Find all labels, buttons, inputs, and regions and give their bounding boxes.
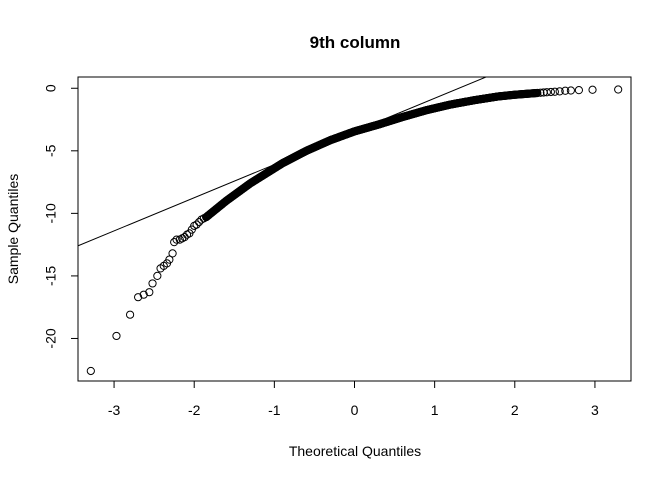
y-tick-label: -15	[43, 266, 59, 286]
data-point	[134, 293, 143, 302]
x-tick-label: 1	[431, 402, 439, 418]
data-point	[112, 331, 121, 341]
x-axis-title: Theoretical Quantiles	[289, 443, 421, 459]
data-point	[561, 86, 570, 95]
data-point	[550, 87, 559, 96]
y-axis: -20 -15 -10 -5 0	[43, 84, 78, 349]
data-point	[542, 88, 551, 97]
y-tick-label: 0	[43, 84, 59, 92]
data-point	[614, 85, 623, 94]
data-point	[533, 88, 542, 98]
y-tick-label: -10	[43, 203, 59, 223]
data-point	[574, 86, 584, 95]
x-tick-label: 0	[351, 402, 359, 418]
data-points	[86, 85, 623, 376]
x-tick-label: -2	[188, 402, 201, 418]
data-point	[170, 238, 179, 247]
data-point	[555, 87, 564, 96]
data-point	[168, 249, 177, 258]
data-point	[172, 235, 181, 244]
data-point	[566, 86, 575, 95]
data-point	[588, 85, 597, 94]
data-point	[148, 279, 157, 288]
y-tick-label: -20	[43, 328, 59, 348]
x-tick-label: 3	[591, 402, 599, 418]
plot-frame	[77, 76, 632, 382]
data-point	[192, 220, 201, 229]
chart-title: 9th column	[310, 33, 401, 52]
data-point	[145, 288, 154, 297]
x-tick-label: -1	[268, 402, 281, 418]
data-point	[153, 271, 162, 281]
data-point	[125, 310, 135, 319]
data-point	[165, 255, 174, 264]
x-tick-label: 2	[511, 402, 519, 418]
y-tick-label: -5	[43, 144, 59, 157]
data-point	[139, 290, 148, 299]
y-axis-title: Sample Quantiles	[5, 174, 21, 285]
x-axis: -3 -2 -1 0 1 2 3	[108, 381, 599, 418]
x-tick-label: -3	[108, 402, 121, 418]
data-point	[86, 366, 95, 376]
